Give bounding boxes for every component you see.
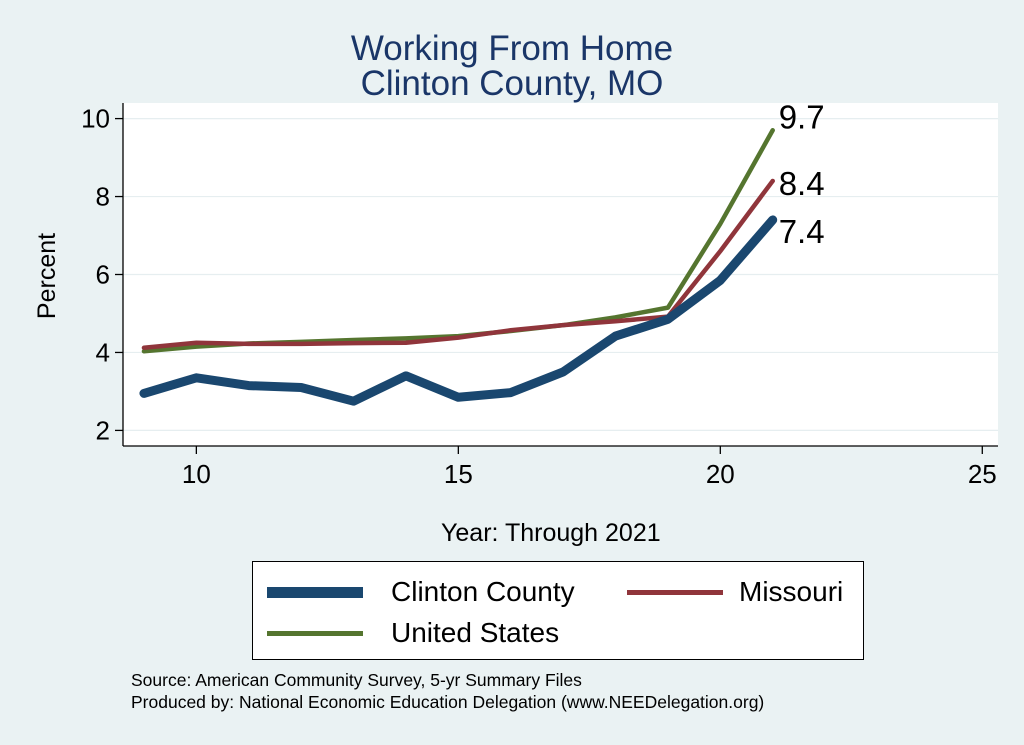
y-tick-label-6: 6 (96, 260, 110, 290)
series-end-point-clinton-county (770, 217, 775, 222)
series-line-clinton-county (139, 215, 778, 406)
source-line-1: Source: American Community Survey, 5-yr … (131, 670, 582, 690)
end-label-united-states: 9.7 (779, 98, 825, 135)
end-label-clinton-county: 7.4 (779, 213, 825, 250)
x-axis-label: Year: Through 2021 (441, 519, 661, 547)
legend-swatch-clinton-county (267, 586, 363, 598)
end-label-missouri: 8.4 (779, 165, 825, 202)
legend-swatch-united-states (267, 630, 363, 636)
y-tick-label-8: 8 (96, 182, 110, 212)
legend: Clinton County Missouri United States (252, 561, 864, 660)
y-tick-label-10: 10 (81, 104, 110, 134)
x-tick-label-20: 20 (706, 459, 735, 489)
x-tick-label-25: 25 (968, 459, 997, 489)
legend-item-missouri: Missouri (627, 576, 843, 608)
x-tick-label-10: 10 (182, 459, 211, 489)
series-end-point-united-states (770, 128, 775, 133)
legend-label-missouri: Missouri (739, 576, 844, 607)
chart-title-line-1: Working From Home (350, 29, 674, 68)
legend-item-clinton-county: Clinton County (267, 576, 575, 608)
y-tick-label-4: 4 (96, 337, 110, 367)
legend-label-clinton-county: Clinton County (391, 576, 575, 607)
source-line-2: Produced by: National Economic Education… (131, 692, 765, 712)
chart-title-line-2: Clinton County, MO (360, 64, 664, 103)
legend-item-united-states: United States (267, 617, 559, 649)
legend-label-united-states: United States (391, 617, 560, 648)
series-end-point-missouri (770, 178, 775, 183)
y-axis-label: Percent (33, 233, 61, 319)
x-tick-label-15: 15 (444, 459, 473, 489)
legend-swatch-missouri (627, 589, 723, 595)
y-tick-label-2: 2 (96, 415, 110, 445)
